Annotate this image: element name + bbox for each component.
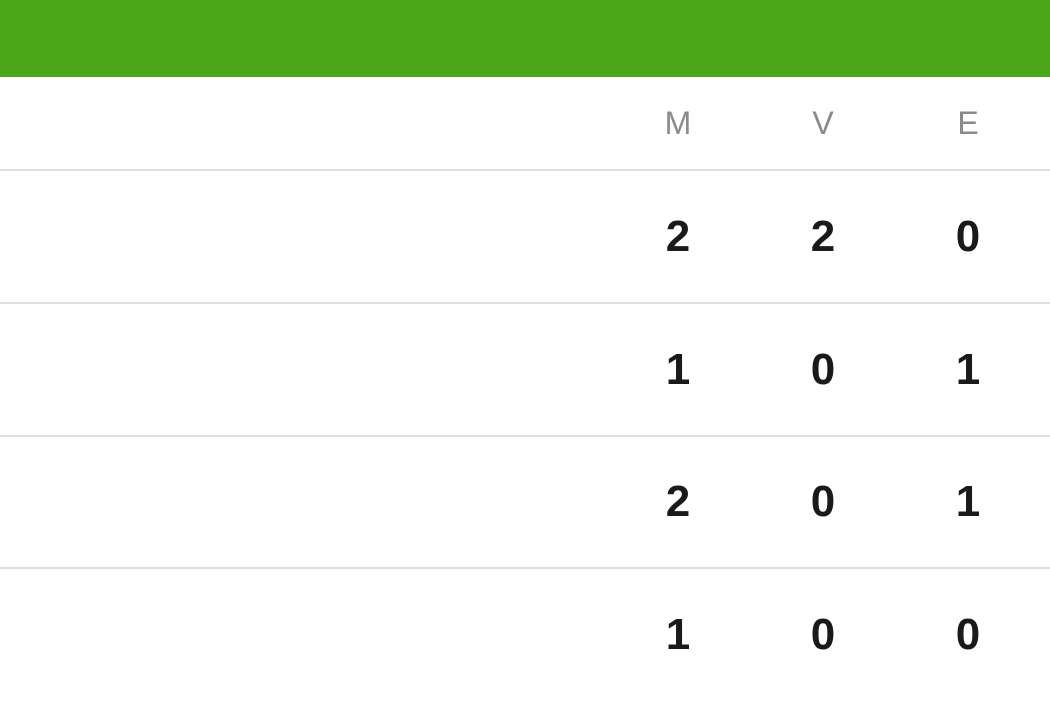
- cell-e: 0: [955, 212, 981, 261]
- table-row[interactable]: 2 0 1: [0, 436, 1050, 569]
- table-header: M V E: [0, 77, 1050, 171]
- header-bar: [0, 0, 1050, 77]
- column-header-m[interactable]: M: [664, 105, 692, 141]
- table-row[interactable]: 1 0 1: [0, 304, 1050, 437]
- cell-v: 0: [810, 345, 836, 394]
- cell-m: 2: [665, 212, 691, 261]
- cell-v: 0: [810, 610, 836, 659]
- table-row[interactable]: 1 0 0: [0, 569, 1050, 702]
- cell-m: 1: [665, 345, 691, 394]
- cell-e: 0: [955, 610, 981, 659]
- column-header-e[interactable]: E: [957, 105, 979, 141]
- table-row[interactable]: 2 2 0: [0, 171, 1050, 304]
- cell-m: 2: [665, 477, 691, 526]
- column-header-v[interactable]: V: [812, 105, 834, 141]
- cell-v: 0: [810, 477, 836, 526]
- cell-v: 2: [810, 212, 836, 261]
- cell-e: 1: [955, 345, 981, 394]
- cell-e: 1: [955, 477, 981, 526]
- cell-m: 1: [665, 610, 691, 659]
